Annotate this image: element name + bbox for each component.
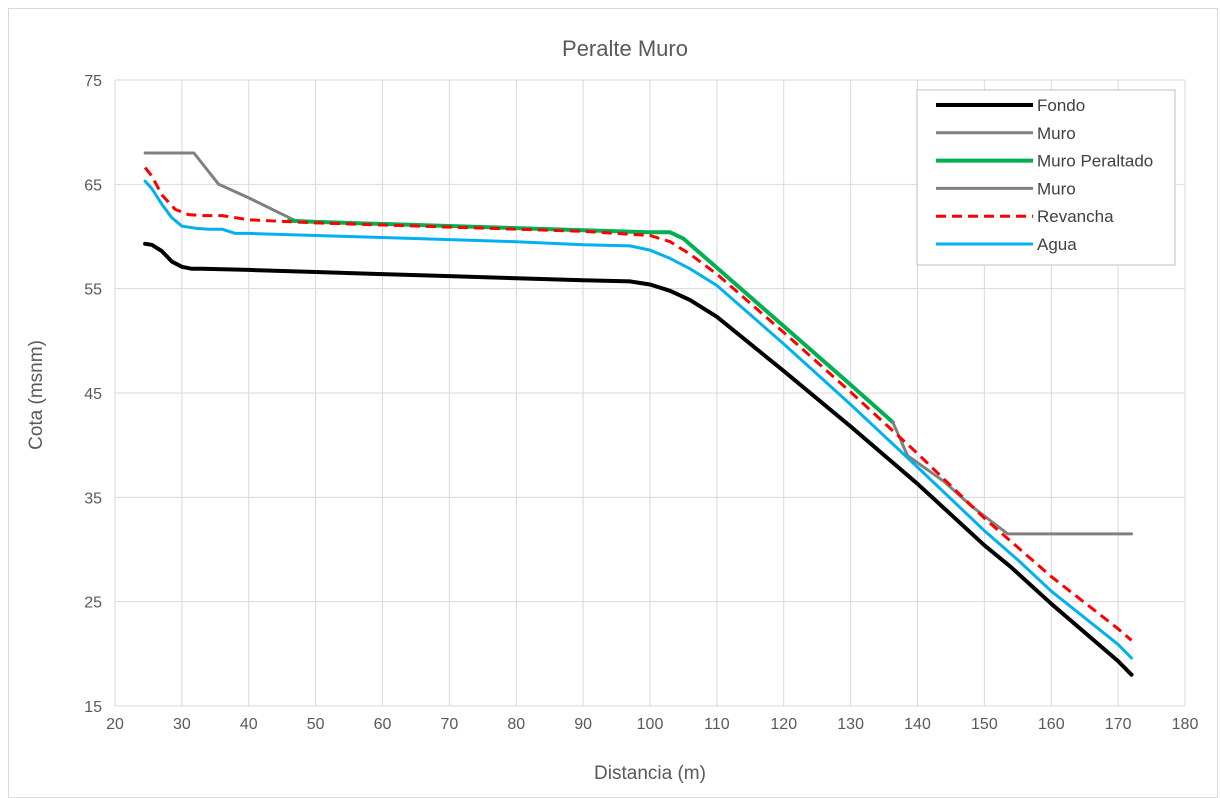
y-tick-label: 25: [84, 595, 102, 612]
x-tick-label: 110: [704, 716, 730, 733]
x-tick-label: 30: [173, 716, 191, 733]
x-tick-label: 130: [837, 716, 864, 733]
legend-label: Revancha: [1037, 207, 1114, 226]
series-line-5: [143, 179, 1133, 660]
legend-box: [916, 89, 1176, 266]
y-tick-labels: 15 25 35 45 55 65 75: [84, 73, 102, 716]
x-tick-label: 90: [574, 716, 592, 733]
legend: Fondo Muro Muro Peraltado Muro Revancha Agua: [916, 89, 1176, 266]
y-tick-label: 15: [84, 699, 102, 716]
y-tick-label: 35: [84, 490, 102, 507]
series-line-4: [143, 166, 1133, 642]
x-tick-label: 80: [507, 716, 525, 733]
legend-label: Fondo: [1037, 96, 1085, 115]
x-tick-label: 40: [240, 716, 258, 733]
x-tick-label: 70: [440, 716, 458, 733]
x-tick-label: 180: [1172, 716, 1199, 733]
series-line-0: [143, 241, 1134, 677]
series-lines: [143, 151, 1134, 677]
y-axis-label: Cota (msnm): [26, 340, 47, 450]
x-tick-label: 20: [106, 716, 124, 733]
y-tick-label: 75: [84, 73, 102, 90]
x-tick-labels: 20 30 40 50 60 70 80 90 100 110 120 130 140 150 160 170…: [106, 716, 1198, 733]
legend-label: Muro Peraltado: [1037, 152, 1153, 171]
legend-label: Muro: [1037, 124, 1076, 143]
x-tick-label: 160: [1038, 716, 1065, 733]
x-tick-label: 120: [770, 716, 797, 733]
x-tick-label: 170: [1105, 716, 1132, 733]
y-tick-label: 45: [84, 386, 102, 403]
x-tick-label: 150: [971, 716, 998, 733]
series-line-2: [286, 218, 895, 425]
chart-title: Peralte Muro: [562, 36, 688, 61]
x-tick-label: 60: [374, 716, 392, 733]
legend-label: Muro: [1037, 179, 1076, 198]
y-tick-label: 65: [84, 177, 102, 194]
x-tick-label: 50: [307, 716, 325, 733]
legend-label: Agua: [1037, 235, 1077, 254]
x-tick-label: 140: [904, 716, 931, 733]
x-tick-label: 100: [637, 716, 664, 733]
series-line-1: [143, 151, 672, 234]
x-axis-label: Distancia (m): [594, 763, 706, 784]
y-tick-label: 55: [84, 282, 102, 299]
